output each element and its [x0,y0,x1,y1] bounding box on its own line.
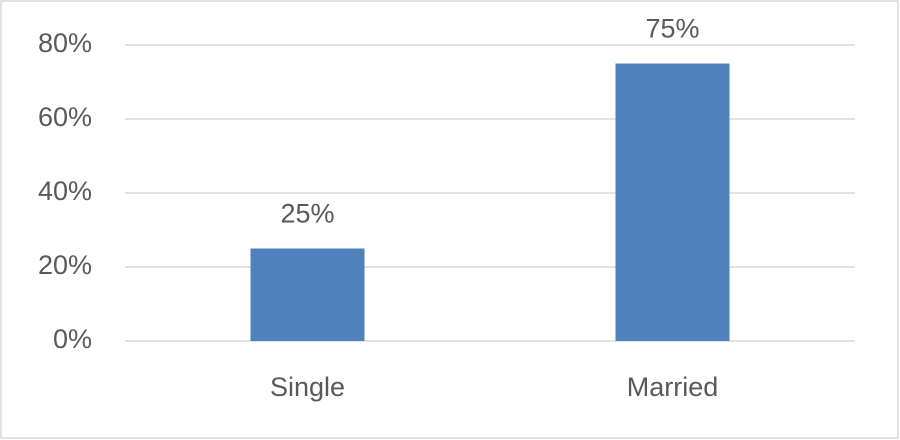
y-tick-label: 80% [38,28,92,58]
y-tick-label: 20% [38,250,92,280]
bar [615,63,730,341]
y-tick-label: 40% [38,176,92,206]
value-label: 25% [280,199,334,229]
x-tick-label: Married [627,372,719,402]
value-label: 75% [645,14,699,44]
y-tick-label: 0% [53,324,92,354]
x-tick-label: Single [270,372,345,402]
y-tick-label: 60% [38,102,92,132]
bar [250,248,365,341]
